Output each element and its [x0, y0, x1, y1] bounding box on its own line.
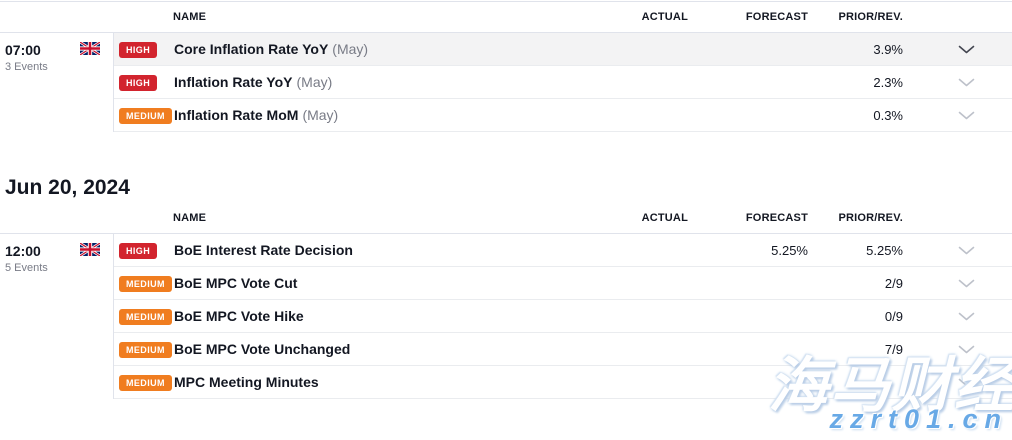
chevron-down-icon[interactable] [958, 279, 975, 288]
event-period: (May) [332, 41, 369, 57]
importance-badge: MEDIUM [119, 107, 172, 125]
time-label: 07:00 [5, 42, 41, 58]
event-period: (May) [302, 107, 339, 123]
event-period: (May) [296, 74, 333, 90]
event-name: MPC Meeting Minutes [174, 374, 319, 390]
importance-badge: HIGH [119, 74, 158, 92]
prior-value: 0.3% [873, 107, 903, 123]
event-name: BoE MPC Vote Hike [174, 308, 304, 324]
column-header-forecast: FORECAST [745, 11, 808, 23]
column-header-forecast: FORECAST [745, 211, 808, 224]
chevron-down-icon[interactable] [958, 345, 975, 354]
event-row[interactable]: HIGH BoE Interest Rate Decision 5.25% 5.… [114, 234, 1012, 267]
prior-value: 7/9 [884, 341, 903, 357]
watermark-url-text: zzrt01.cn [829, 404, 1008, 434]
table-header: NAME ACTUAL FORECAST PRIOR/REV. [0, 202, 1012, 234]
prior-value: 0/9 [884, 308, 903, 324]
event-row[interactable]: HIGH Inflation Rate YoY (May) 2.3% [114, 66, 1012, 99]
event-row[interactable]: MEDIUM BoE MPC Vote Cut 2/9 [114, 267, 1012, 300]
chevron-down-icon[interactable] [958, 45, 975, 54]
prior-value: 2.3% [873, 74, 903, 90]
importance-badge: MEDIUM [119, 275, 172, 293]
column-header-prior: PRIOR/REV. [838, 11, 903, 23]
event-name: BoE MPC Vote Unchanged [174, 341, 351, 357]
chevron-down-icon[interactable] [958, 246, 975, 255]
chevron-down-icon[interactable] [958, 312, 975, 321]
forecast-value: 5.25% [771, 242, 808, 258]
time-label: 12:00 [5, 243, 41, 259]
events-count: 5 Events [5, 262, 48, 274]
chevron-down-icon[interactable] [958, 111, 975, 120]
event-row[interactable]: HIGH Core Inflation Rate YoY (May) 3.9% [114, 33, 1012, 66]
event-name: Core Inflation Rate YoY [174, 41, 329, 57]
date-heading: Jun 20, 2024 [5, 176, 130, 199]
uk-flag-icon [79, 40, 101, 57]
event-name: BoE MPC Vote Cut [174, 275, 298, 291]
importance-badge: MEDIUM [119, 374, 172, 392]
uk-flag-icon [79, 241, 101, 258]
table-header: NAME ACTUAL FORECAST PRIOR/REV. [0, 1, 1012, 33]
calendar-table-1200: NAME ACTUAL FORECAST PRIOR/REV. 12:00 5 … [0, 202, 1012, 399]
event-row[interactable]: MEDIUM MPC Meeting Minutes [114, 366, 1012, 399]
prior-value: 2/9 [884, 275, 903, 291]
column-header-prior: PRIOR/REV. [838, 211, 903, 224]
event-rows: HIGH BoE Interest Rate Decision 5.25% 5.… [113, 234, 1012, 399]
calendar-table-0700: NAME ACTUAL FORECAST PRIOR/REV. 07:00 3 … [0, 1, 1012, 132]
prior-value: 3.9% [873, 41, 903, 57]
column-header-name: NAME [173, 211, 207, 224]
events-count: 3 Events [5, 61, 48, 73]
event-row[interactable]: MEDIUM BoE MPC Vote Hike 0/9 [114, 300, 1012, 333]
time-cell: 07:00 3 Events [0, 33, 113, 132]
chevron-down-icon[interactable] [958, 378, 975, 387]
event-rows: HIGH Core Inflation Rate YoY (May) 3.9% H… [113, 33, 1012, 132]
event-name: Inflation Rate MoM [174, 107, 299, 123]
importance-badge: HIGH [119, 41, 158, 59]
event-name: Inflation Rate YoY [174, 74, 293, 90]
chevron-down-icon[interactable] [958, 78, 975, 87]
event-row[interactable]: MEDIUM Inflation Rate MoM (May) 0.3% [114, 99, 1012, 132]
event-name: BoE Interest Rate Decision [174, 242, 353, 258]
prior-value: 5.25% [866, 242, 903, 258]
importance-badge: MEDIUM [119, 341, 172, 359]
column-header-actual: ACTUAL [641, 11, 688, 23]
importance-badge: HIGH [119, 242, 158, 260]
event-row[interactable]: MEDIUM BoE MPC Vote Unchanged 7/9 [114, 333, 1012, 366]
importance-badge: MEDIUM [119, 308, 172, 326]
time-cell: 12:00 5 Events [0, 234, 113, 399]
column-header-actual: ACTUAL [641, 211, 688, 224]
column-header-name: NAME [173, 11, 207, 23]
